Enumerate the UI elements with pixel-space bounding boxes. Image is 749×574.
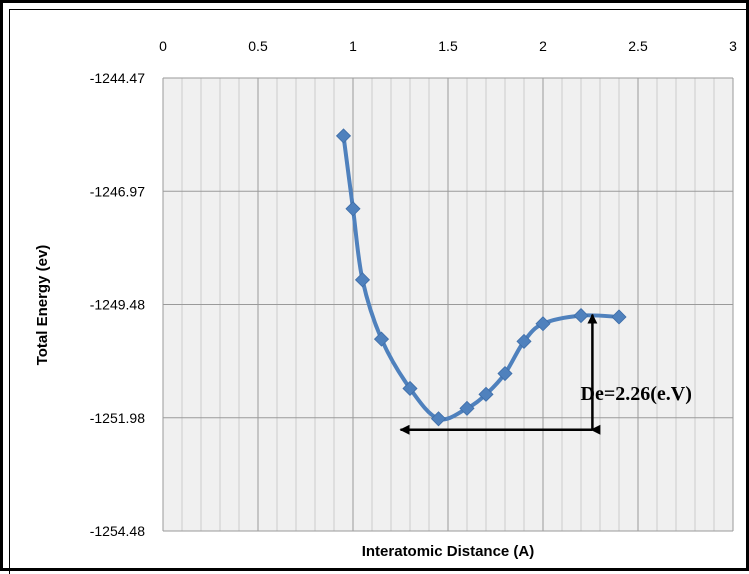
x-axis-title: Interatomic Distance (A) xyxy=(362,543,535,560)
data-point xyxy=(535,316,551,332)
data-point xyxy=(516,333,532,349)
grid-lines xyxy=(162,77,734,532)
data-point xyxy=(402,380,418,397)
data-point xyxy=(497,365,513,382)
data-point xyxy=(573,308,589,324)
de-arrowhead-right xyxy=(590,424,601,435)
x-tick-labels: 0 0.5 1 1.5 2 2.5 3 xyxy=(159,38,737,54)
y-axis-title: Total Energy (ev) xyxy=(34,245,51,366)
x-tick-label: 3 xyxy=(729,38,737,54)
data-point xyxy=(611,309,627,325)
x-tick-label: 2.5 xyxy=(628,38,648,54)
y-tick-label: -1251.98 xyxy=(90,410,145,426)
data-point xyxy=(335,128,352,144)
data-point xyxy=(345,201,361,217)
de-annotation-label: De=2.26(e.V) xyxy=(581,383,692,405)
y-tick-label: -1254.48 xyxy=(90,523,145,539)
x-tick-label: 2 xyxy=(539,38,547,54)
y-tick-label: -1249.48 xyxy=(90,297,145,313)
x-tick-label: 1 xyxy=(349,38,357,54)
data-point xyxy=(459,400,475,416)
data-point xyxy=(478,386,494,402)
y-tick-label: -1244.47 xyxy=(90,70,145,86)
chart-frame-inner xyxy=(9,9,746,574)
y-tick-label: -1246.97 xyxy=(90,183,145,199)
data-point xyxy=(354,272,371,288)
annotation-layer: De=2.26(e.V) xyxy=(399,313,692,435)
x-tick-label: 1.5 xyxy=(438,38,458,54)
x-tick-label: 0.5 xyxy=(248,38,268,54)
series-layer xyxy=(335,128,627,427)
data-point xyxy=(373,331,390,347)
y-tick-labels: -1244.47 -1246.97 -1249.48 -1251.98 -1254.48 xyxy=(90,70,145,539)
data-point xyxy=(430,411,447,427)
x-tick-label: 0 xyxy=(159,38,167,54)
